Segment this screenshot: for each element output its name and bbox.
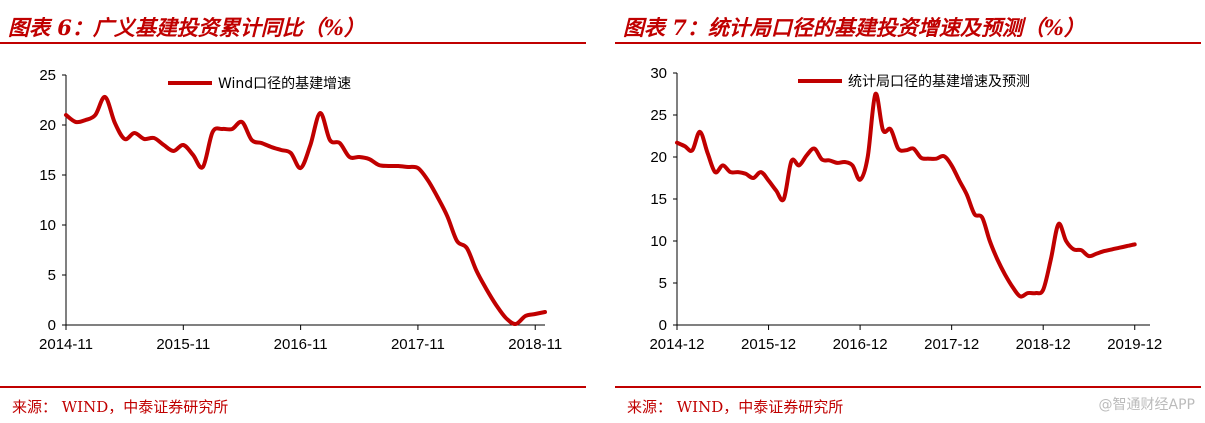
y-tick-label: 25 (39, 67, 56, 84)
source-note: 来源： WIND，中泰证券研究所 (627, 398, 844, 416)
x-tick-label: 2014-11 (39, 336, 93, 353)
y-tick-label: 15 (39, 167, 56, 184)
series-line (64, 95, 547, 326)
source-divider (615, 386, 1201, 388)
y-tick-label: 0 (659, 317, 667, 334)
chart-title: 图表 6：广义基建投资累计同比（%） (8, 15, 365, 40)
y-tick-label: 25 (650, 107, 667, 124)
x-tick-label: 2019-12 (1107, 336, 1162, 353)
legend-label: 统计局口径的基建增速及预测 (848, 73, 1030, 90)
title-divider (615, 42, 1201, 44)
chart-panel-right: 图表 7：统计局口径的基建投资增速及预测（%） 0 5 10 15 20 25 30 2014… (615, 0, 1205, 423)
y-tick-label: 20 (39, 117, 56, 134)
x-tick-label: 2018-11 (508, 336, 562, 353)
x-tick-label: 2016-12 (833, 336, 888, 353)
y-tick-label: 10 (39, 217, 56, 234)
title-divider (0, 42, 586, 44)
line-chart: 0 5 10 15 20 25 30 2014-12 2015-12 2016-12 2017-12… (649, 65, 1162, 353)
source-divider (0, 386, 586, 388)
watermark: @智通财经APP (1098, 397, 1195, 413)
y-tick-label: 20 (650, 149, 667, 166)
x-tick-label: 2015-12 (741, 336, 796, 353)
series-line (675, 91, 1137, 299)
x-tick-label: 2017-12 (924, 336, 979, 353)
source-note: 来源： WIND，中泰证券研究所 (12, 398, 229, 416)
chart-panel-left: 图表 6：广义基建投资累计同比（%） 0 5 10 15 20 25 2014-11 2015… (0, 0, 590, 423)
chart-title: 图表 7：统计局口径的基建投资增速及预测（%） (623, 15, 1085, 40)
y-tick-label: 5 (48, 267, 56, 284)
y-tick-label: 10 (650, 233, 667, 250)
legend-label: Wind口径的基建增速 (218, 75, 351, 92)
x-tick-label: 2018-12 (1016, 336, 1071, 353)
y-tick-label: 0 (48, 317, 56, 334)
x-tick-label: 2015-11 (156, 336, 210, 353)
y-tick-label: 5 (659, 275, 667, 292)
x-tick-label: 2016-11 (274, 336, 328, 353)
y-tick-label: 30 (650, 65, 667, 82)
x-tick-label: 2014-12 (649, 336, 704, 353)
x-tick-label: 2017-11 (391, 336, 445, 353)
line-chart: 0 5 10 15 20 25 2014-11 2015-11 2016-11 2017-11 20… (39, 67, 562, 353)
y-tick-label: 15 (650, 191, 667, 208)
